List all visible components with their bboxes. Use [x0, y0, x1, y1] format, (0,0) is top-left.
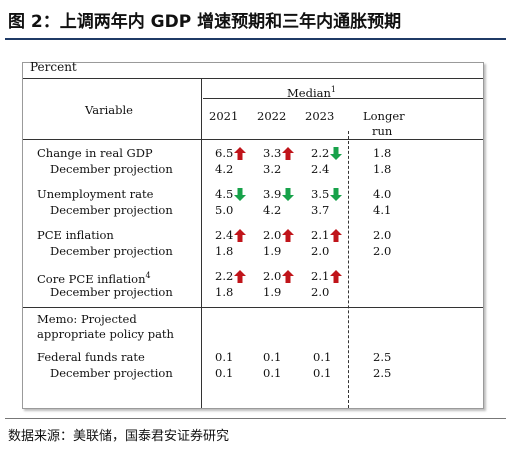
- row-value: 2.4: [215, 228, 234, 242]
- row-value: 2.0: [263, 269, 282, 283]
- row-label-footnote: 4: [145, 271, 151, 280]
- arrow-up-icon: [330, 229, 342, 242]
- row-dec-value: 2.0: [311, 285, 330, 299]
- arrow-up-icon: [282, 270, 294, 283]
- longer-run-header: Longer: [363, 109, 405, 123]
- row-dec-longer: 1.8: [373, 162, 392, 176]
- fed-funds-dec-2021: 0.1: [215, 366, 234, 380]
- row-dec-value: 2.0: [311, 244, 330, 258]
- row-dec-value: 1.9: [263, 244, 282, 258]
- row-value: 3.5: [311, 187, 330, 201]
- arrow-up-icon: [234, 270, 246, 283]
- row-dec-longer: 4.1: [373, 203, 392, 217]
- row-longer: 2.0: [373, 228, 392, 242]
- arrow-down-icon: [330, 147, 342, 160]
- arrow-down-icon: [330, 188, 342, 201]
- row-label: Unemployment rate: [37, 187, 154, 201]
- fed-funds-2021: 0.1: [215, 350, 234, 364]
- arrow-up-icon: [282, 229, 294, 242]
- row-longer: 4.0: [373, 187, 392, 201]
- year-2021-header: 2021: [209, 109, 239, 123]
- row-value: 4.5: [215, 187, 234, 201]
- arrow-up-icon: [234, 229, 246, 242]
- row-dec-value: 4.2: [215, 162, 234, 176]
- arrow-up-icon: [330, 270, 342, 283]
- arrow-down-icon: [234, 188, 246, 201]
- bottom-rule: [5, 418, 506, 419]
- header-bottom-rule: [23, 139, 483, 140]
- median-header: Median1: [287, 85, 336, 100]
- source-note: 数据来源：美联储，国泰君安证券研究: [8, 429, 230, 444]
- year-2023-header: 2023: [305, 109, 335, 123]
- memo-label-line2: appropriate policy path: [37, 327, 174, 341]
- row-sub-label: December projection: [50, 203, 173, 217]
- longer-run-header-line2: run: [372, 124, 393, 138]
- row-value: 2.1: [311, 228, 330, 242]
- row-value: 6.5: [215, 146, 234, 160]
- row-dec-value: 2.4: [311, 162, 330, 176]
- row-dec-longer: 2.0: [373, 244, 392, 258]
- figure-title: 图 2：上调两年内 GDP 增速预期和三年内通胀预期: [8, 12, 402, 32]
- memo-label: Memo: Projected: [37, 312, 137, 326]
- row-longer: 1.8: [373, 146, 392, 160]
- header-top-rule: [23, 78, 483, 79]
- fed-funds-dec-2022: 0.1: [263, 366, 282, 380]
- row-value: 3.9: [263, 187, 282, 201]
- row-dec-value: 4.2: [263, 203, 282, 217]
- row-dec-value: 3.7: [311, 203, 330, 217]
- row-sub-label: December projection: [50, 285, 173, 299]
- column-separator: [201, 78, 202, 408]
- fed-funds-label: Federal funds rate: [37, 350, 145, 364]
- year-2022-header: 2022: [257, 109, 287, 123]
- fed-funds-dec-longer: 2.5: [373, 366, 392, 380]
- projection-table-panel: Percent Variable Median1 2021 2022 2023 …: [22, 60, 484, 409]
- fed-funds-longer: 2.5: [373, 350, 392, 364]
- dashed-separator: [348, 131, 349, 408]
- fed-funds-2023: 0.1: [313, 350, 332, 364]
- title-rule: [5, 38, 506, 40]
- row-sub-label: December projection: [50, 162, 173, 176]
- row-value: 3.3: [263, 146, 282, 160]
- row-sub-label: December projection: [50, 244, 173, 258]
- arrow-down-icon: [282, 188, 294, 201]
- arrow-up-icon: [234, 147, 246, 160]
- fed-funds-sub-label: December projection: [50, 366, 173, 380]
- row-dec-value: 5.0: [215, 203, 234, 217]
- row-dec-value: 1.8: [215, 285, 234, 299]
- row-dec-value: 1.8: [215, 244, 234, 258]
- row-value: 2.2: [311, 146, 330, 160]
- unit-label: Percent: [30, 60, 77, 74]
- row-value: 2.2: [215, 269, 234, 283]
- row-label: PCE inflation: [37, 228, 114, 242]
- row-value: 2.0: [263, 228, 282, 242]
- row-dec-value: 3.2: [263, 162, 282, 176]
- fed-funds-dec-2023: 0.1: [313, 366, 332, 380]
- row-label: Core PCE inflation4: [37, 271, 151, 286]
- fed-funds-2022: 0.1: [263, 350, 282, 364]
- memo-rule: [23, 307, 483, 308]
- row-value: 2.1: [311, 269, 330, 283]
- median-rule: [203, 98, 483, 99]
- variable-header: Variable: [85, 103, 133, 117]
- arrow-up-icon: [282, 147, 294, 160]
- row-label: Change in real GDP: [37, 146, 153, 160]
- row-dec-value: 1.9: [263, 285, 282, 299]
